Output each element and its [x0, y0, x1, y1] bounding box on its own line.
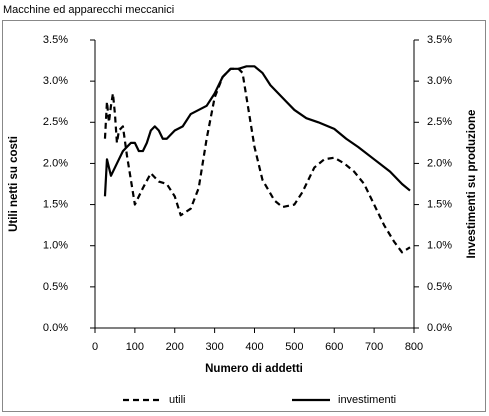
y2-tick-label: 0.5%	[427, 281, 452, 293]
y-axis-label: Utili netti su costi	[8, 136, 20, 232]
y-tick-label: 2.5%	[43, 116, 68, 128]
x-tick-label: 200	[166, 341, 184, 353]
chart-frame	[2, 20, 486, 412]
line-series	[103, 65, 411, 197]
y2-axis-label: Investimenti su produzione	[466, 110, 478, 259]
x-tick-label: 600	[325, 341, 343, 353]
legend-label: investimenti	[338, 394, 396, 406]
y2-tick-label: 1.0%	[427, 240, 452, 252]
y2-tick-label: 1.5%	[427, 198, 452, 210]
y2-tick-label: 3.0%	[427, 75, 452, 87]
y-tick-label: 2.0%	[43, 157, 68, 169]
x-tick-label: 700	[365, 341, 383, 353]
x-tick-label: 400	[245, 341, 263, 353]
y-tick-label: 0.0%	[43, 322, 68, 334]
y-tick-label: 0.5%	[43, 281, 68, 293]
y-tick-label: 3.5%	[43, 34, 68, 46]
x-tick-label: 100	[126, 341, 144, 353]
chart-title: Macchine ed apparecchi meccanici	[3, 4, 174, 16]
x-tick-label: 300	[205, 341, 223, 353]
x-tick-label: 500	[285, 341, 303, 353]
y-tick-label: 1.0%	[43, 240, 68, 252]
x-tick-label: 0	[92, 341, 98, 353]
line-series	[103, 67, 411, 254]
x-tick-label: 800	[405, 341, 423, 353]
y2-tick-label: 3.5%	[427, 34, 452, 46]
y-tick-label: 3.0%	[43, 75, 68, 87]
y-tick-label: 1.5%	[43, 198, 68, 210]
y2-tick-label: 2.5%	[427, 116, 452, 128]
x-axis-label: Numero di addetti	[205, 363, 303, 375]
y2-tick-label: 0.0%	[427, 322, 452, 334]
y2-tick-label: 2.0%	[427, 157, 452, 169]
legend-label: utili	[169, 394, 186, 406]
